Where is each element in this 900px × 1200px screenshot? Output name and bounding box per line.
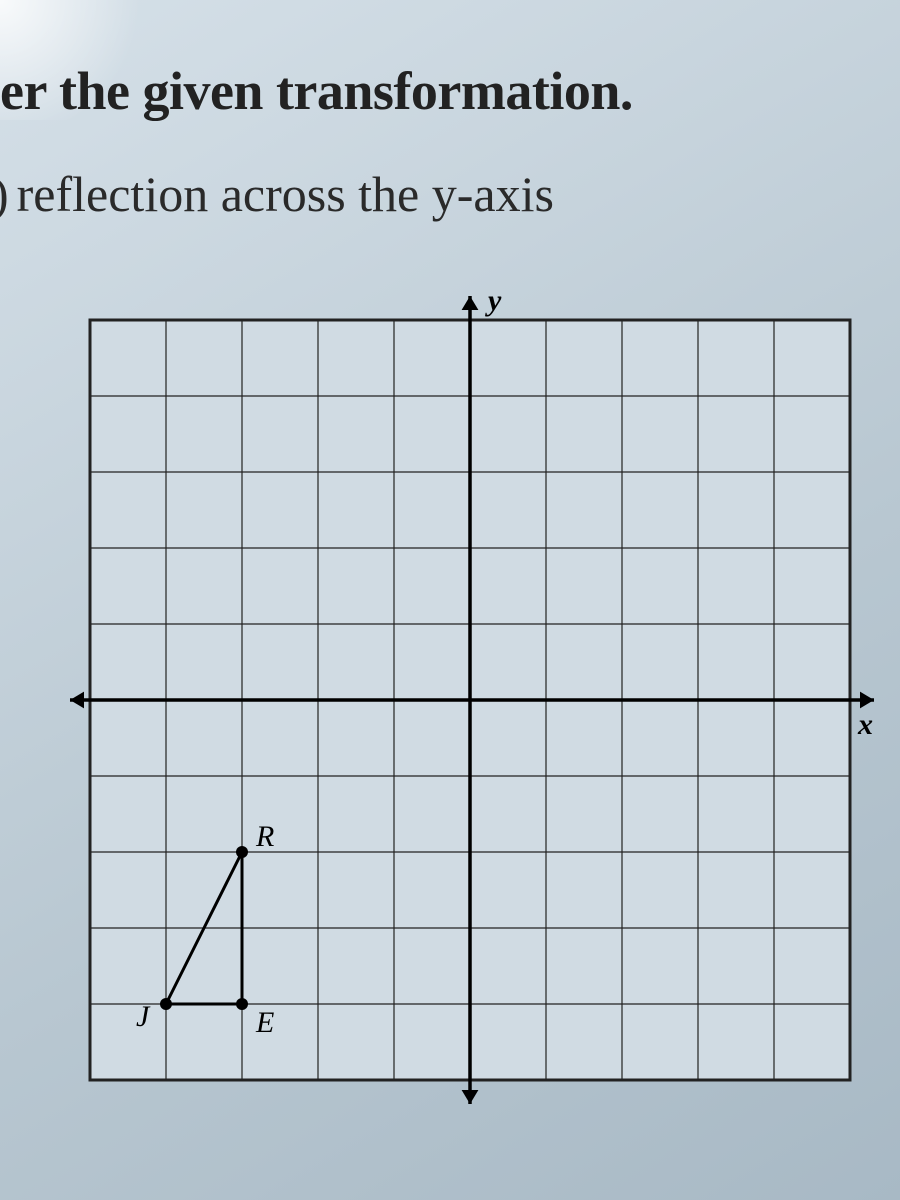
svg-text:E: E (255, 1006, 274, 1039)
graph-svg: y x R E J (60, 260, 880, 1110)
worksheet-heading: er the given transformation. (0, 60, 633, 122)
subheading-text: reflection across the y-axis (17, 166, 554, 222)
svg-text:J: J (136, 1000, 151, 1033)
svg-text:R: R (255, 820, 274, 853)
problem-subheading: )reflection across the y-axis (0, 165, 554, 223)
coordinate-graph: y x R E J (60, 260, 880, 1180)
subheading-paren: ) (0, 166, 9, 222)
svg-text:x: x (857, 708, 873, 741)
svg-text:y: y (485, 284, 502, 317)
